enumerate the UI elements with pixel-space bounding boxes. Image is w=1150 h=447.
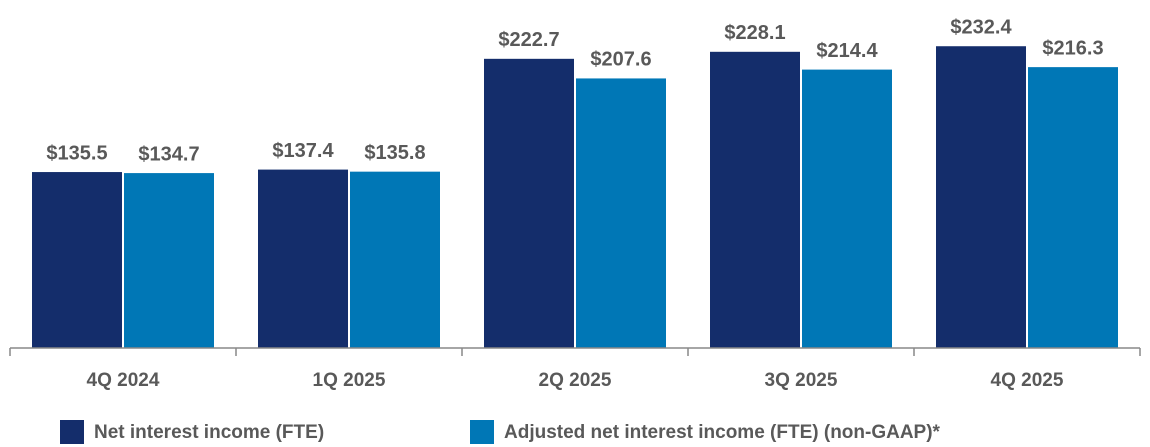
value-label: $135.5 bbox=[46, 142, 107, 164]
x-tick-label: 4Q 2025 bbox=[991, 370, 1064, 391]
value-label: $228.1 bbox=[724, 22, 785, 44]
x-tick-label: 2Q 2025 bbox=[539, 370, 612, 391]
legend-label: Adjusted net interest income (FTE) (non-… bbox=[504, 422, 941, 443]
value-label: $135.8 bbox=[364, 142, 425, 164]
bar bbox=[1028, 67, 1118, 348]
value-label: $134.7 bbox=[138, 143, 199, 165]
x-tick-label: 3Q 2025 bbox=[765, 370, 838, 391]
legend-swatch bbox=[470, 420, 494, 444]
bar bbox=[350, 171, 440, 348]
value-label: $232.4 bbox=[950, 17, 1012, 39]
x-tick-label: 1Q 2025 bbox=[313, 370, 386, 391]
value-label: $222.7 bbox=[498, 29, 559, 51]
bar bbox=[258, 169, 348, 348]
bar bbox=[484, 58, 574, 348]
bar bbox=[710, 51, 800, 348]
legend-swatch bbox=[60, 420, 84, 444]
value-label: $137.4 bbox=[272, 140, 334, 162]
bar bbox=[576, 78, 666, 349]
value-label: $214.4 bbox=[816, 40, 878, 62]
bar bbox=[802, 69, 892, 348]
bar bbox=[936, 46, 1026, 348]
value-label: $216.3 bbox=[1042, 37, 1103, 59]
x-tick-label: 4Q 2024 bbox=[87, 370, 160, 391]
value-label: $207.6 bbox=[590, 49, 651, 71]
bar bbox=[32, 172, 122, 348]
legend-label: Net interest income (FTE) bbox=[94, 422, 324, 443]
bar bbox=[124, 173, 214, 348]
